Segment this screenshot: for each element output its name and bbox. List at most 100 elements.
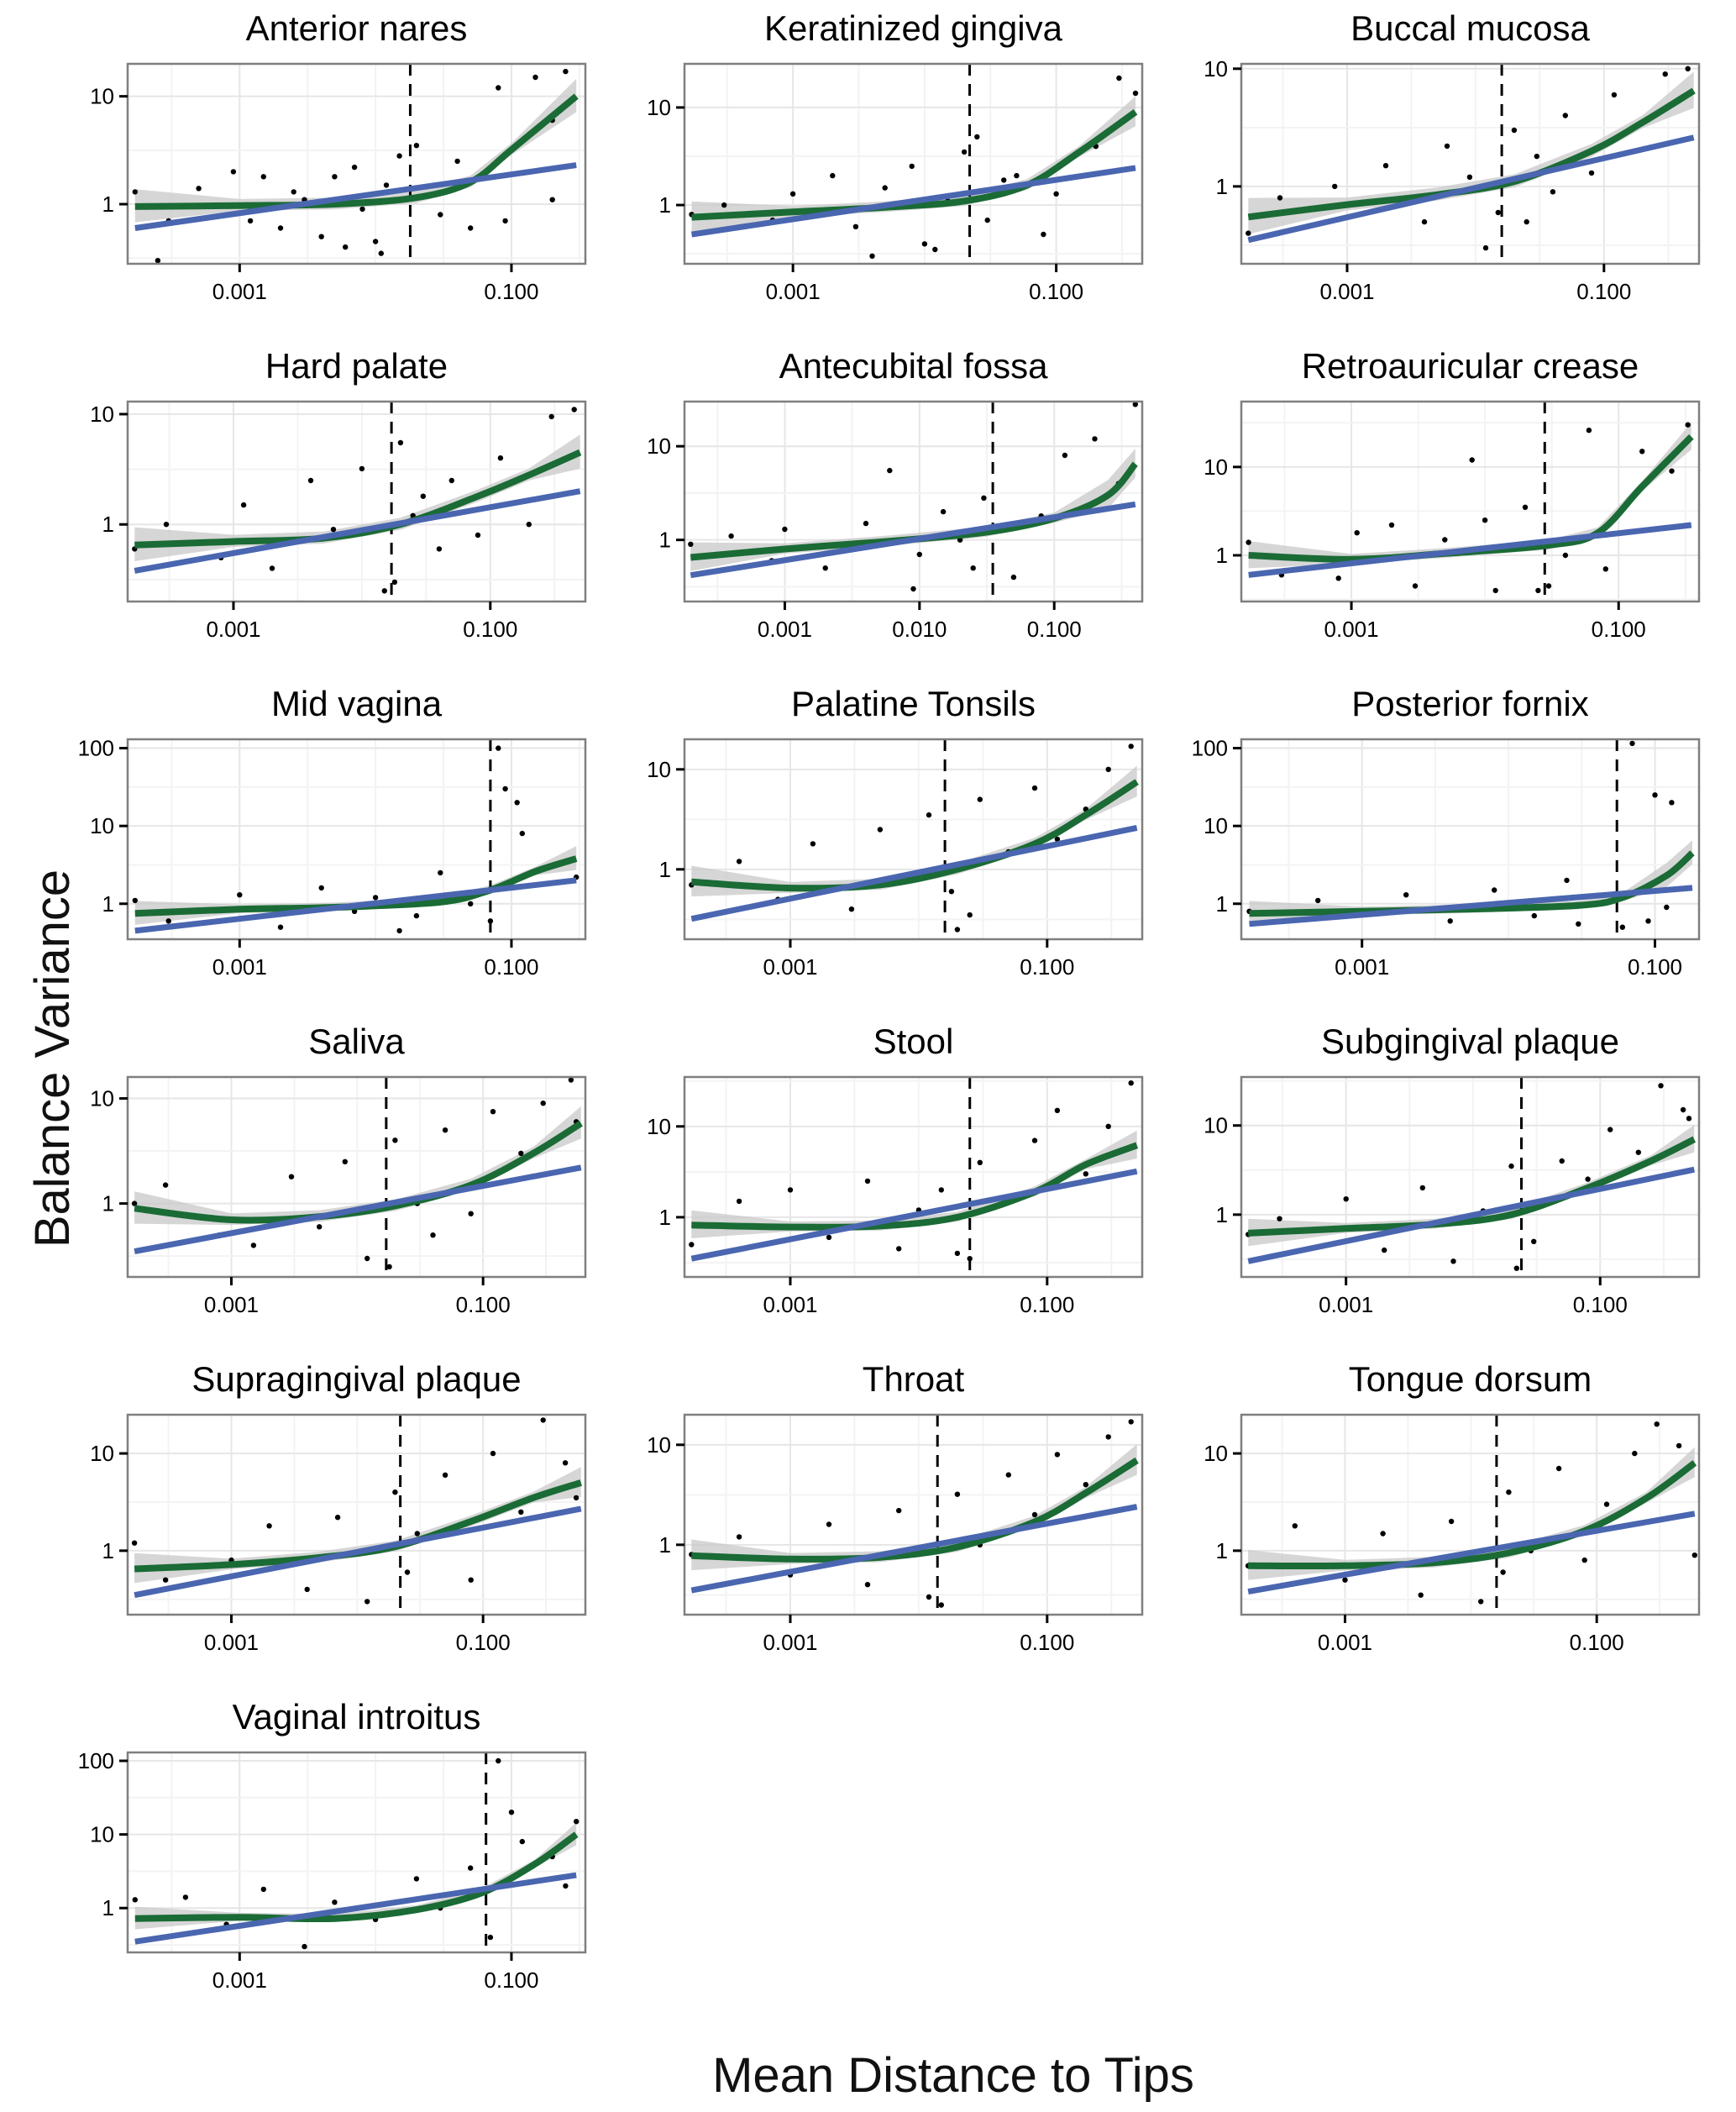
confidence-band (690, 449, 1135, 571)
data-point (932, 246, 938, 253)
data-point (519, 830, 525, 837)
x-tick-label: 0.001 (763, 1292, 817, 1317)
y-tick-label: 10 (90, 813, 114, 838)
data-point (1635, 1149, 1642, 1155)
plot-area (689, 739, 1139, 939)
panel: Antecubital fossa 0.001 0.010 0.100 1 10 (647, 346, 1144, 642)
data-point (1277, 195, 1283, 201)
data-point (496, 85, 501, 91)
data-point (1603, 1501, 1610, 1507)
x-tick-label: 0.001 (1335, 954, 1389, 980)
data-point (1469, 457, 1475, 463)
data-point (359, 465, 365, 472)
data-point (1511, 127, 1518, 134)
data-point (967, 912, 973, 918)
data-point (1500, 1569, 1506, 1575)
panel-title: Vaginal introitus (233, 1697, 481, 1736)
data-point (721, 202, 727, 208)
panel-frame (126, 62, 587, 265)
panel: Vaginal introitus 0.001 0.100 1 10 100 (78, 1697, 587, 1993)
panel: Stool 0.001 0.100 1 10 (647, 1022, 1144, 1317)
data-point (984, 217, 990, 223)
data-point (736, 1198, 742, 1205)
data-point (396, 153, 402, 159)
data-point (1014, 172, 1020, 179)
data-point (954, 1491, 961, 1497)
data-point (1105, 766, 1111, 772)
y-tick-label: 1 (102, 1191, 114, 1216)
data-point (502, 218, 508, 224)
panel-title: Hard palate (265, 346, 448, 386)
data-point (288, 1174, 295, 1179)
linear-fit-line (134, 488, 581, 574)
data-point (392, 1489, 398, 1495)
data-point (1645, 918, 1651, 924)
y-tick-label: 1 (102, 1895, 114, 1920)
data-point (372, 895, 379, 901)
data-point (1380, 1531, 1386, 1537)
data-point (155, 258, 161, 264)
data-point (1105, 1123, 1111, 1130)
data-point (938, 1187, 945, 1193)
data-point (487, 1934, 494, 1941)
data-point (1550, 189, 1556, 195)
data-point (573, 1495, 580, 1501)
y-tick-label: 10 (1204, 1441, 1228, 1466)
data-point (304, 1586, 310, 1593)
data-point (468, 1211, 474, 1216)
data-point (981, 495, 987, 501)
data-point (1562, 113, 1569, 118)
data-point (574, 1819, 580, 1825)
y-tick-label: 100 (1192, 736, 1228, 761)
data-point (1403, 892, 1409, 898)
data-point (442, 1472, 448, 1479)
data-point (1083, 1171, 1089, 1177)
linear-fit-line (1247, 134, 1695, 244)
data-point (954, 927, 961, 933)
data-point (940, 508, 947, 515)
data-point (1685, 422, 1691, 428)
data-point (1388, 522, 1395, 528)
y-tick-label: 10 (647, 757, 671, 782)
x-tick-label: 0.100 (1573, 1292, 1628, 1317)
y-tick-label: 1 (1216, 1202, 1228, 1227)
data-point (302, 1943, 307, 1950)
data-point (728, 533, 734, 539)
y-tick-label: 10 (1204, 56, 1228, 81)
data-point (413, 143, 420, 149)
data-point (343, 244, 349, 250)
x-tick-label: 0.001 (1319, 279, 1374, 304)
plot-background (684, 402, 1142, 602)
data-point (307, 477, 314, 484)
data-point (540, 1101, 546, 1106)
data-point (396, 927, 402, 934)
data-point (1005, 1472, 1012, 1478)
data-point (810, 841, 816, 847)
x-tick-label: 0.100 (484, 1968, 538, 1993)
linear-fit-line (690, 501, 1136, 579)
linear-fit-line (1247, 1510, 1696, 1595)
data-point (1054, 1107, 1061, 1114)
data-point (1482, 244, 1489, 251)
linear-fit-line (134, 1164, 582, 1255)
data-point (736, 859, 742, 864)
panel-frame (1240, 1075, 1701, 1279)
data-point (563, 1883, 569, 1889)
plot-area (1246, 64, 1696, 264)
data-point (1450, 1258, 1456, 1264)
panel-title: Anterior nares (246, 8, 468, 48)
y-axis-title: Balance Variance (25, 869, 80, 1248)
panel-title: Throat (863, 1359, 965, 1399)
x-tick-label: 0.001 (763, 954, 817, 980)
x-tick-label: 0.001 (206, 617, 260, 642)
data-point (830, 172, 836, 179)
data-point (334, 1515, 341, 1521)
data-point (532, 74, 538, 81)
data-point (977, 796, 983, 802)
data-point (1664, 904, 1670, 911)
data-point (1581, 1557, 1587, 1563)
data-point (782, 526, 788, 533)
linear-fit-line (691, 165, 1136, 238)
data-point (266, 1523, 272, 1529)
